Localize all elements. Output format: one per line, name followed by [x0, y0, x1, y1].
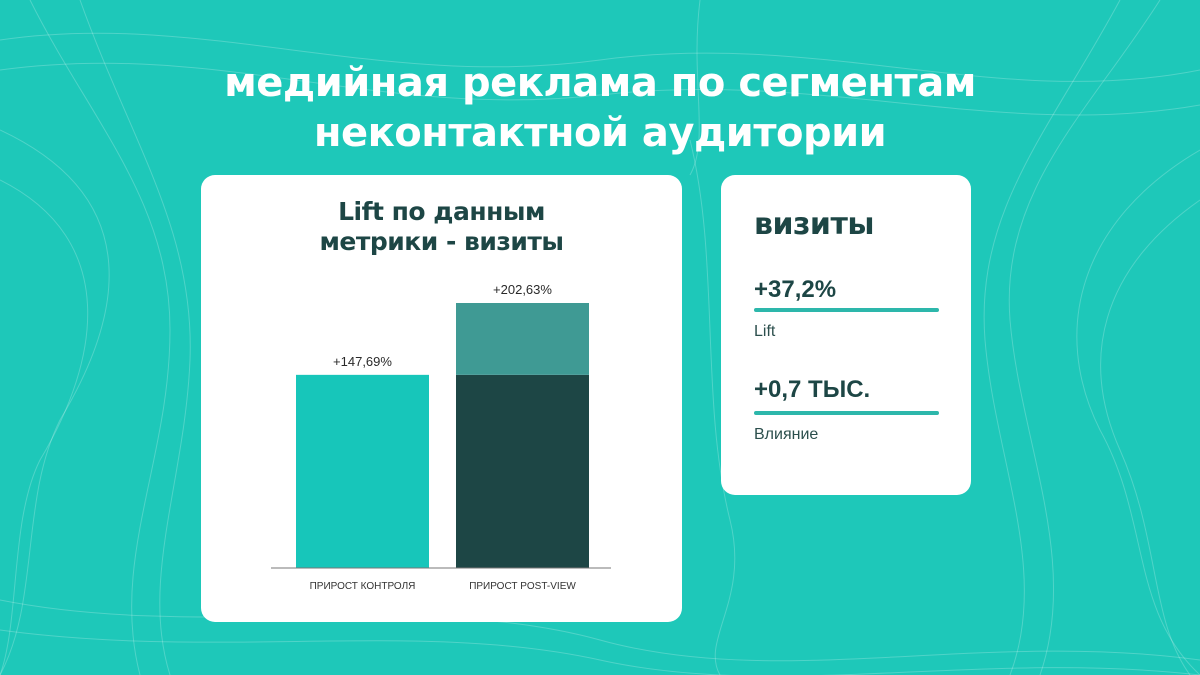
data-label-control: +147,69%: [333, 354, 392, 369]
stat-lift-divider: [754, 308, 939, 312]
chart-title-line-1: Lift по данным: [338, 197, 545, 226]
bar-control: [296, 374, 429, 568]
page-title: медийная реклама по сегментам неконтактн…: [0, 58, 1200, 158]
bar-post-view-base: [456, 374, 589, 568]
stat-lift-label: Lift: [754, 323, 776, 340]
category-label-post-view: ПРИРОСТ POST-VIEW: [469, 581, 576, 592]
chart-title: Lift по данным метрики - визиты: [201, 197, 682, 257]
category-label-control: ПРИРОСТ КОНТРОЛЯ: [310, 581, 416, 592]
stat-impact-value: +0,7 ТЫС.: [754, 376, 871, 403]
bar-chart: +147,69% ПРИРОСТ КОНТРОЛЯ +202,63% ПРИРОСТ …: [271, 282, 611, 592]
stat-lift-value: +37,2%: [754, 276, 837, 303]
chart-title-line-2: метрики - визиты: [319, 227, 564, 256]
page-title-line-1: медийная реклама по сегментам: [224, 60, 976, 106]
stat-impact-divider: [754, 411, 939, 415]
bar-post-view-lift: [456, 303, 589, 375]
data-label-post-view: +202,63%: [493, 282, 552, 297]
stat-impact-label: Влияние: [754, 426, 819, 443]
chart-card: Lift по данным метрики - визиты +147,69%…: [201, 175, 682, 622]
page-title-line-2: неконтактной аудитории: [313, 110, 887, 156]
stats-card: визиты +37,2% Lift +0,7 ТЫС. Влияние: [721, 175, 971, 495]
stats-heading: визиты: [754, 207, 874, 242]
